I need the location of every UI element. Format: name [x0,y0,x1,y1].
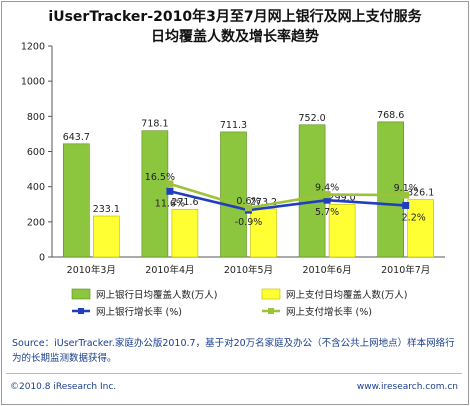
y-tick-label-2: 400 [27,182,45,193]
growth-marker-s0-1 [166,187,174,195]
bar-label-s0-0: 643.7 [63,132,90,143]
bar-label-s0-4: 768.6 [377,110,404,121]
x-tick-label-4: 2010年7月 [381,264,430,276]
growth-marker-s0-4 [402,201,410,209]
x-tick-label-3: 2010年6月 [302,264,351,276]
chart-title-line2: 日均覆盖人数及增长率趋势 [151,29,319,45]
bar-label-s0-2: 711.3 [220,120,247,131]
y-tick-label-0: 0 [39,253,45,264]
growth-label-s0-3: 5.7% [315,207,339,218]
bar-s1-0 [93,215,120,258]
growth-label-s1-1: 16.5% [145,172,175,183]
x-tick-label-0: 2010年3月 [67,264,116,276]
copyright-text: ©2010.8 iResearch Inc. [10,382,117,392]
y-tick-label-3: 600 [27,147,45,158]
growth-label-s1-3: 9.4% [315,183,339,194]
bar-s0-1 [141,130,169,258]
bar-label-s0-1: 718.1 [141,119,168,130]
growth-label-s1-2: 0.6% [236,196,260,207]
website-text: www.iresearch.com.cn [356,382,458,392]
y-tick-label-6: 1200 [21,42,45,53]
legend-swatch-bar-1 [261,288,281,300]
footer-divider [6,373,462,374]
growth-label-s0-1: 11.6% [155,198,185,209]
growth-marker-s1-3 [323,191,331,199]
y-tick-label-1: 200 [27,217,45,228]
y-tick-label-5: 1000 [21,77,45,88]
growth-label-s0-2: -0.9% [235,217,263,228]
bar-label-s1-4: 326.1 [407,188,434,199]
x-tick-label-1: 2010年4月 [145,264,194,276]
bar-label-s1-1: 271.6 [171,197,198,208]
bar-s1-3 [328,204,356,258]
y-tick-label-4: 800 [27,112,45,123]
bar-s1-1 [171,208,199,258]
growth-marker-s0-3 [323,196,331,204]
growth-label-s0-4: 2.2% [402,212,426,223]
legend-label-line-1: 网上支付增长率 (%) [286,306,372,318]
bar-s0-0 [62,143,90,258]
growth-marker-s1-1 [166,180,174,188]
bar-label-s1-0: 233.1 [93,204,120,215]
chart-title-line1: iUserTracker-2010年3月至7月网上银行及网上支付服务 [48,9,422,25]
legend-label-bar-0: 网上银行日均覆盖人数(万人) [96,289,217,301]
bar-s0-2 [220,131,247,258]
bar-s1-2 [250,208,277,258]
bar-s1-4 [407,199,435,258]
x-tick-label-2: 2010年5月 [224,264,273,276]
bar-label-s0-3: 752.0 [298,113,325,124]
growth-label-s1-4: 9.1% [394,183,418,194]
bar-s0-4 [377,121,405,258]
bar-label-s1-2: 273.2 [250,197,277,208]
bar-s0-3 [298,124,326,258]
legend-marker-1 [268,308,274,314]
legend-label-line-0: 网上银行增长率 (%) [96,306,182,318]
growth-line-s0 [169,190,406,212]
legend-marker-0 [78,308,84,314]
growth-marker-s1-4 [402,191,410,199]
bar-label-s1-3: 299.0 [328,192,355,203]
legend-swatch-bar-0 [71,288,91,300]
legend-label-bar-1: 网上支付日均覆盖人数(万人) [286,289,407,301]
source-note: Source：iUserTracker.家庭办公版2010.7，基于对20万名家… [12,338,455,364]
growth-line-s1 [169,182,406,210]
growth-marker-s1-2 [245,204,252,212]
